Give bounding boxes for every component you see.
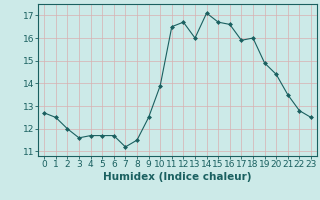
X-axis label: Humidex (Indice chaleur): Humidex (Indice chaleur) [103,172,252,182]
